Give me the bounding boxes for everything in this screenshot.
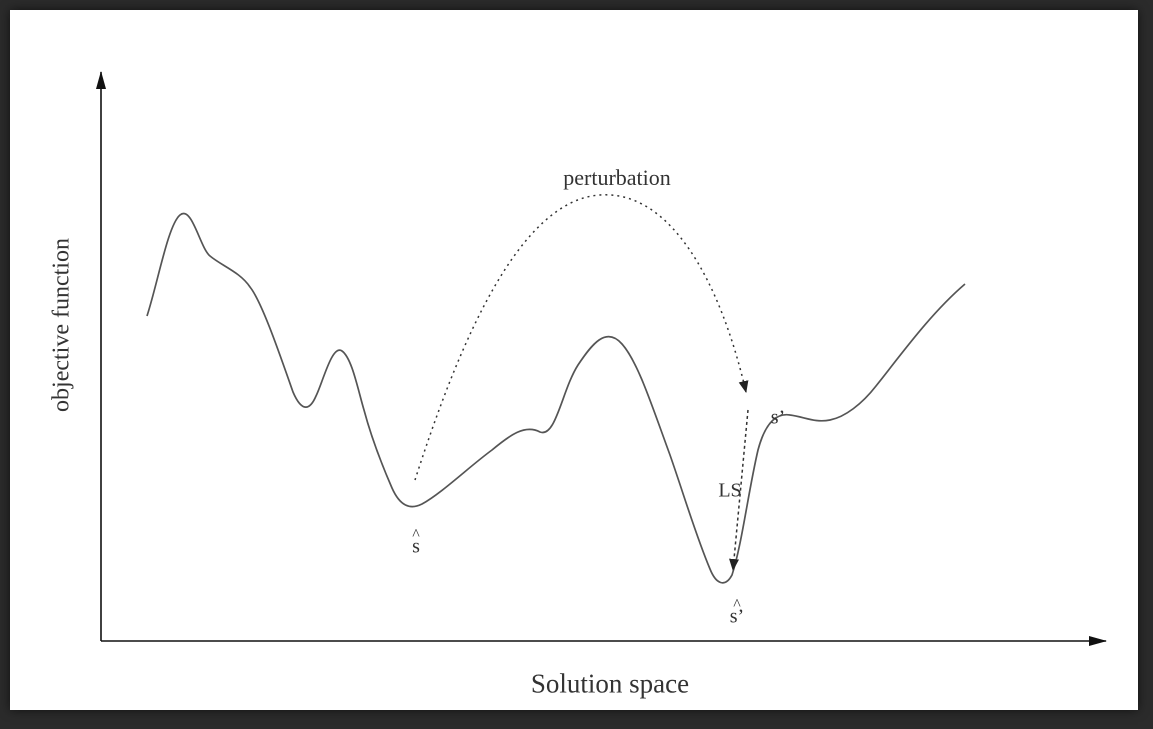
s-hat-label: ^ s xyxy=(412,527,420,559)
s-hat-prime-text: s’ xyxy=(729,605,745,628)
perturbation-arrow xyxy=(414,194,749,481)
s-hat-prime-label: ^ s’ xyxy=(729,597,745,629)
y-axis-label: objective function xyxy=(48,238,75,412)
local-search-label: LS xyxy=(718,479,742,502)
hat-mark: ^ xyxy=(733,596,741,614)
diagram-svg xyxy=(96,71,1107,646)
perturbation-label: perturbation xyxy=(563,165,671,190)
objective-landscape-curve xyxy=(146,212,966,584)
s-prime-label: s’ xyxy=(770,406,786,429)
diagram-canvas: objective function Solution space pertur… xyxy=(10,10,1138,710)
local-search-arrow xyxy=(729,409,749,571)
x-axis-label: Solution space xyxy=(530,668,690,699)
s-hat-text: s xyxy=(412,535,420,558)
hat-mark: ^ xyxy=(412,526,420,544)
